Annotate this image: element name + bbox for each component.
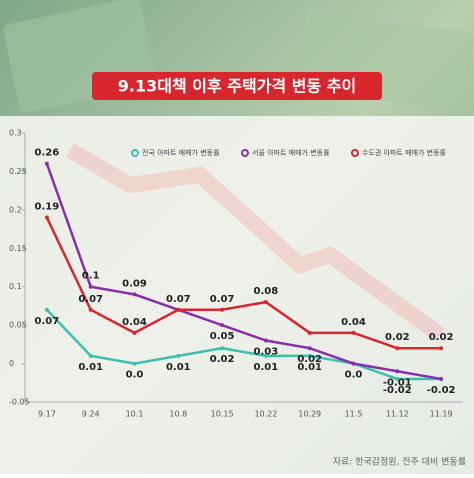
- decor-arrow: [65, 143, 445, 342]
- data-label: 0.01: [297, 362, 322, 373]
- data-label: 0.01: [254, 362, 279, 373]
- data-label: 0.01: [166, 362, 191, 373]
- x-tick-label: 9.24: [82, 410, 100, 419]
- point: [88, 307, 93, 312]
- point: [307, 346, 312, 351]
- point: [132, 330, 137, 335]
- point: [263, 300, 268, 305]
- point: [132, 361, 137, 366]
- point: [220, 346, 225, 351]
- point: [263, 353, 268, 358]
- x-tick-label: 9.17: [38, 410, 56, 419]
- point: [439, 346, 444, 351]
- point: [439, 376, 444, 381]
- data-label: 0.09: [122, 278, 147, 289]
- point: [395, 346, 400, 351]
- x-tick-label: 10.29: [298, 410, 321, 419]
- y-tick-label: 0.25: [9, 167, 27, 176]
- x-tick-label: 10.8: [169, 410, 187, 419]
- legend-marker: [351, 149, 359, 157]
- data-label: 0.07: [166, 294, 191, 305]
- legend-label: 수도권 아파트 매매가 변동률: [362, 148, 447, 157]
- point: [176, 307, 181, 312]
- data-label: 0.07: [35, 316, 60, 327]
- y-tick-label: 0.2: [9, 205, 22, 214]
- point: [351, 361, 356, 366]
- legend-marker: [241, 149, 249, 157]
- x-tick-label: 11.19: [430, 410, 453, 419]
- data-label: 0.01: [78, 362, 103, 373]
- point: [307, 330, 312, 335]
- chart-title: 9.13대책 이후 주택가격 변동 추이: [118, 77, 356, 96]
- y-tick-label: -0.05: [9, 398, 30, 407]
- x-tick-label: 11.12: [386, 410, 409, 419]
- data-label: 0.04: [122, 317, 147, 328]
- series-line: [45, 308, 442, 381]
- y-tick-label: 0.15: [9, 244, 27, 253]
- point: [88, 353, 93, 358]
- point: [351, 330, 356, 335]
- data-label: 0.05: [210, 331, 235, 342]
- point: [263, 338, 268, 343]
- point: [220, 307, 225, 312]
- legend-label: 서울 아파트 매매가 변동률: [252, 148, 330, 157]
- data-label: 0.26: [35, 148, 60, 159]
- y-tick-label: 0.3: [9, 129, 22, 138]
- point: [220, 323, 225, 328]
- x-tick-label: 10.22: [254, 410, 277, 419]
- title-banner: [92, 72, 382, 100]
- data-label: 0.02: [210, 354, 235, 365]
- legend-marker: [131, 149, 139, 157]
- data-label: 0.07: [210, 294, 235, 305]
- data-label: -0.01: [383, 377, 412, 388]
- data-label: 0.08: [254, 286, 279, 297]
- x-tick-label: 10.1: [126, 410, 144, 419]
- data-label: -0.02: [427, 385, 456, 396]
- data-label: 0.04: [341, 317, 366, 328]
- source: 자료: 한국감정원, 전주 대비 변동률: [333, 456, 466, 468]
- point: [44, 215, 49, 220]
- point: [176, 353, 181, 358]
- data-label: 0.02: [429, 332, 454, 343]
- y-tick-label: 0.1: [9, 282, 22, 291]
- point: [395, 369, 400, 374]
- data-label: 0.03: [254, 347, 279, 358]
- data-label: 0.07: [78, 294, 103, 305]
- data-label: 0.0: [126, 370, 144, 381]
- point: [44, 161, 49, 166]
- panel: [0, 116, 474, 474]
- x-tick-label: 11.5: [345, 410, 363, 419]
- point: [44, 307, 49, 312]
- point: [88, 284, 93, 289]
- data-label: -0.02: [383, 385, 412, 396]
- series-line: [45, 163, 442, 381]
- data-label: 0.19: [35, 202, 60, 213]
- series-line: [45, 217, 442, 350]
- y-tick-label: 0.05: [9, 321, 27, 330]
- data-label: 0.0: [345, 370, 363, 381]
- data-label: 0.1: [82, 271, 100, 282]
- y-tick-label: 0: [9, 359, 14, 368]
- data-label: 0.02: [297, 354, 322, 365]
- point: [395, 376, 400, 381]
- x-tick-label: 10.15: [211, 410, 234, 419]
- data-label: 0.02: [385, 332, 410, 343]
- point: [132, 292, 137, 297]
- point: [307, 353, 312, 358]
- legend-label: 전국 아파트 매매가 변동률: [142, 148, 220, 157]
